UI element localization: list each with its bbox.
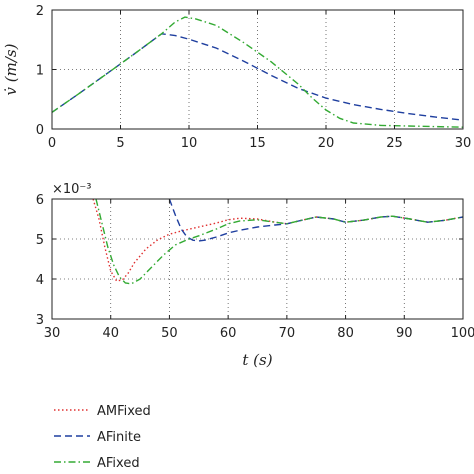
legend-item-afixed: AFixed: [54, 456, 140, 471]
series-line-afixed: [95, 199, 463, 285]
legend-item-afinite: AFinite: [54, 430, 141, 445]
y-axis-label: v̇ (m/s): [2, 43, 20, 95]
legend-label: AMFixed: [97, 404, 151, 419]
y-tick-label: 2: [36, 4, 44, 19]
plot-frame: [51, 198, 464, 320]
x-tick-label: 0: [48, 136, 56, 151]
x-tick-label: 25: [386, 136, 403, 151]
legend-item-amfixed: AMFixed: [54, 404, 151, 419]
plot-panel-1: 0 5 10 15 20 25 30 0 1 2 v̇ (m/s): [2, 4, 471, 151]
legend-label: AFixed: [97, 456, 140, 471]
x-tick-label: 60: [220, 326, 237, 341]
y-scale-multiplier: ×10⁻³: [52, 182, 92, 197]
x-tick-label: 5: [116, 136, 124, 151]
plot-panel-2: 30 40 50 60 70 80 90 100 3 4 5 6 t (s) ×10⁻³: [36, 182, 474, 369]
series-line-amfixed: [92, 199, 463, 282]
x-axis-label: t (s): [242, 351, 272, 369]
y-tick-label: 4: [36, 273, 44, 288]
x-tick-label: 10: [181, 136, 198, 151]
y-tick-label: 0: [36, 123, 44, 138]
x-tick-label: 20: [318, 136, 335, 151]
y-tick-label: 3: [36, 313, 44, 328]
x-tick-label: 40: [102, 326, 119, 341]
legend-label: AFinite: [97, 430, 141, 445]
x-tick-label: 90: [396, 326, 413, 341]
legend: AMFixed AFinite AFixed: [54, 404, 151, 471]
x-tick-label: 30: [44, 326, 61, 341]
series-line-afinite: [168, 199, 463, 242]
y-tick-label: 6: [36, 193, 44, 208]
x-tick-label: 30: [455, 136, 472, 151]
x-tick-label: 15: [249, 136, 266, 151]
x-tick-label: 80: [337, 326, 354, 341]
x-tick-label: 50: [161, 326, 178, 341]
y-tick-label: 5: [36, 233, 44, 248]
x-tick-label: 70: [279, 326, 296, 341]
y-tick-label: 1: [36, 64, 44, 79]
series-line-afixed: [52, 16, 463, 128]
x-tick-label: 100: [451, 326, 474, 341]
